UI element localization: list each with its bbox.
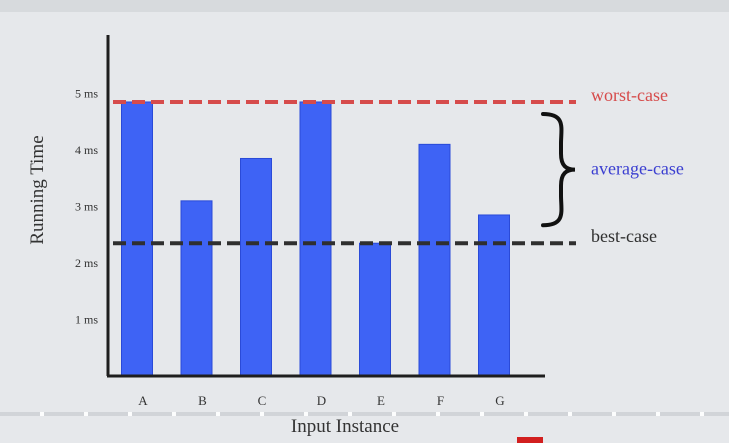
y-tick-label-5: 5 ms — [75, 87, 98, 101]
axes-layer — [106, 35, 545, 378]
bars-layer — [121, 101, 510, 377]
x-tick-label-B: B — [198, 393, 207, 408]
bar-D — [299, 101, 332, 377]
y-tick-label-1: 1 ms — [75, 313, 98, 327]
x-tick-label-F: F — [437, 393, 444, 408]
playhead-marker — [517, 437, 543, 443]
average-case-brace — [541, 111, 576, 228]
x-axis-label: Input Instance — [291, 416, 399, 437]
worst-case-label: worst-case — [591, 85, 668, 105]
reference-lines: worst-case best-case average-case — [113, 85, 684, 246]
bar-F — [418, 143, 451, 377]
average-case-label: average-case — [591, 159, 684, 179]
y-tick-label-3: 3 ms — [75, 200, 98, 214]
y-tick-labels: 1 ms 2 ms 3 ms 4 ms 5 ms — [75, 87, 98, 327]
x-tick-label-A: A — [138, 393, 148, 408]
y-tick-label-2: 2 ms — [75, 256, 98, 270]
best-case-label: best-case — [591, 226, 657, 246]
x-tick-label-C: C — [258, 393, 267, 408]
bar-G — [478, 214, 510, 377]
x-tick-labels: A B C D E F G — [138, 393, 504, 408]
bar-B — [180, 200, 213, 377]
bar-A — [121, 101, 153, 377]
x-tick-label-E: E — [377, 393, 385, 408]
x-tick-label-D: D — [317, 393, 326, 408]
y-tick-label-4: 4 ms — [75, 143, 98, 157]
video-progress-bar[interactable] — [0, 412, 729, 416]
y-axis-label: Running Time — [27, 135, 48, 244]
top-band — [0, 0, 729, 12]
bar-C — [240, 157, 272, 377]
x-tick-label-G: G — [495, 393, 504, 408]
bar-E — [359, 242, 391, 377]
